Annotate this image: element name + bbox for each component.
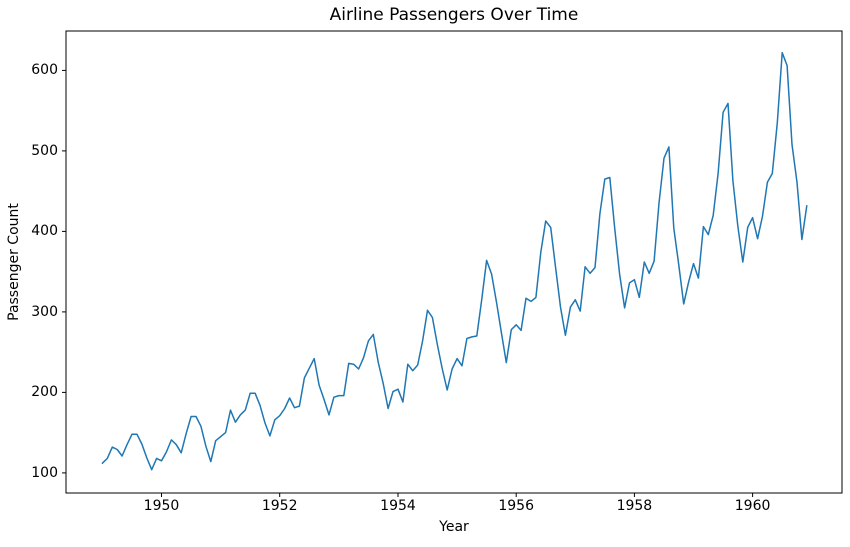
chart-title: Airline Passengers Over Time [329, 5, 579, 25]
y-tick-label: 400 [31, 223, 58, 240]
y-tick-label: 300 [31, 303, 58, 320]
x-tick-label: 1954 [380, 498, 416, 514]
y-tick-label: 500 [31, 142, 58, 159]
passenger-count-line [101, 51, 808, 471]
y-tick-label: 600 [31, 62, 58, 79]
y-tick-label: 100 [31, 464, 58, 481]
x-tick-label: 1952 [261, 498, 298, 514]
x-tick-label: 1958 [616, 498, 653, 514]
x-tick-label: 1950 [143, 498, 180, 514]
x-tick-label: 1960 [734, 498, 771, 514]
axes-spines [65, 30, 843, 494]
y-axis-label: Passenger Count [6, 203, 22, 321]
x-axis-label: Year [439, 519, 469, 535]
x-tick-label: 1956 [498, 498, 535, 514]
y-tick-label: 200 [31, 384, 58, 401]
